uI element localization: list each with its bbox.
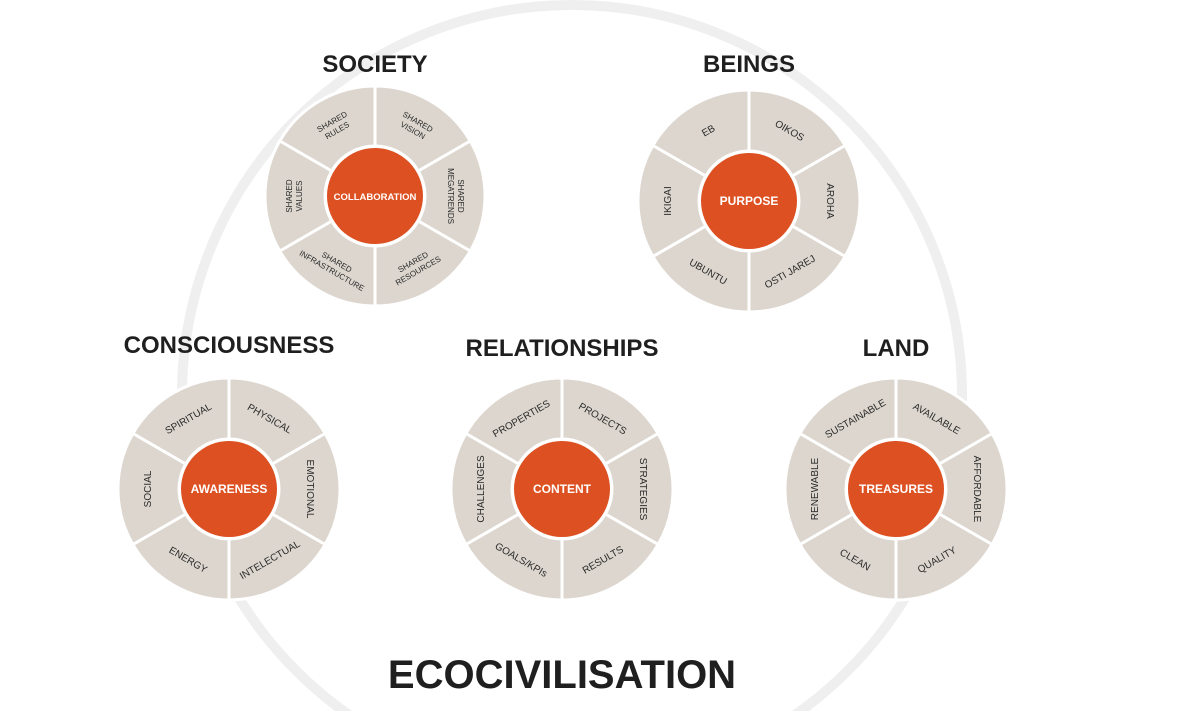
main-title: ECOCIVILISATION — [388, 653, 736, 697]
wheel-title: LAND — [863, 335, 930, 362]
wheel-segment — [416, 138, 487, 254]
wheel-title: BEINGS — [703, 51, 795, 78]
wheel-segment-label: IKIGAI — [663, 186, 674, 215]
wheel-segment — [650, 88, 751, 179]
wheel-segment — [603, 431, 675, 547]
wheel-center — [701, 153, 797, 249]
wheel-segment — [277, 84, 377, 174]
wheel-segment-label: EMOTIONAL — [304, 460, 315, 519]
wheel-segment — [130, 376, 231, 467]
wheel-segment — [130, 511, 231, 602]
wheel-segment-label: SOCIAL — [143, 470, 154, 507]
wheel-center-label: CONTENT — [533, 482, 592, 496]
wheel-segment — [270, 431, 342, 547]
wheel-segment — [747, 223, 848, 314]
wheel-segment — [937, 431, 1009, 547]
wheel-center — [514, 441, 610, 537]
wheel-center-label: PURPOSE — [720, 194, 779, 208]
wheel-center — [327, 148, 423, 244]
wheel-segment — [797, 376, 898, 467]
wheel-segment — [227, 511, 328, 602]
wheel-segment-label: SHAREDVALUES — [285, 179, 304, 213]
wheel-segment — [783, 431, 855, 547]
wheel-center-label: TREASURES — [859, 482, 933, 496]
wheel-segment — [894, 376, 995, 467]
wheel-segment — [277, 218, 377, 308]
wheel-segment-label: AROHA — [824, 183, 835, 219]
wheel-segment — [373, 84, 473, 174]
wheel-segment — [263, 138, 334, 254]
wheel-title: SOCIETY — [322, 51, 427, 78]
wheel-center-label: COLLABORATION — [334, 192, 417, 203]
wheel-segment-label: CHALLENGES — [476, 455, 487, 523]
wheel-segment-label: STRATEGIES — [637, 458, 648, 521]
wheel-segment — [373, 218, 473, 308]
wheel-segment — [463, 511, 564, 602]
wheel-title: RELATIONSHIPS — [466, 335, 659, 362]
wheel-segment-label: SHAREDMEGATRENDS — [446, 168, 465, 224]
wheel-segment — [636, 143, 708, 259]
wheel-segment — [894, 511, 995, 602]
wheel-segment-label: RENEWABLE — [810, 457, 821, 520]
wheel-center — [181, 441, 277, 537]
wheel-center-label: AWARENESS — [191, 482, 268, 496]
wheel-segment — [797, 511, 898, 602]
wheel-segment — [116, 431, 188, 547]
wheel-segment — [463, 376, 564, 467]
wheel-segment-label: AFFORDABLE — [971, 456, 982, 523]
wheel-title: CONSCIOUSNESS — [124, 332, 335, 359]
wheel-segment — [560, 376, 661, 467]
wheel-center — [848, 441, 944, 537]
wheel-segment — [790, 143, 862, 259]
wheel-segment — [747, 88, 848, 179]
wheel-segment — [227, 376, 328, 467]
wheel-segment — [650, 223, 751, 314]
wheel-segment — [449, 431, 521, 547]
wheel-segment — [560, 511, 661, 602]
